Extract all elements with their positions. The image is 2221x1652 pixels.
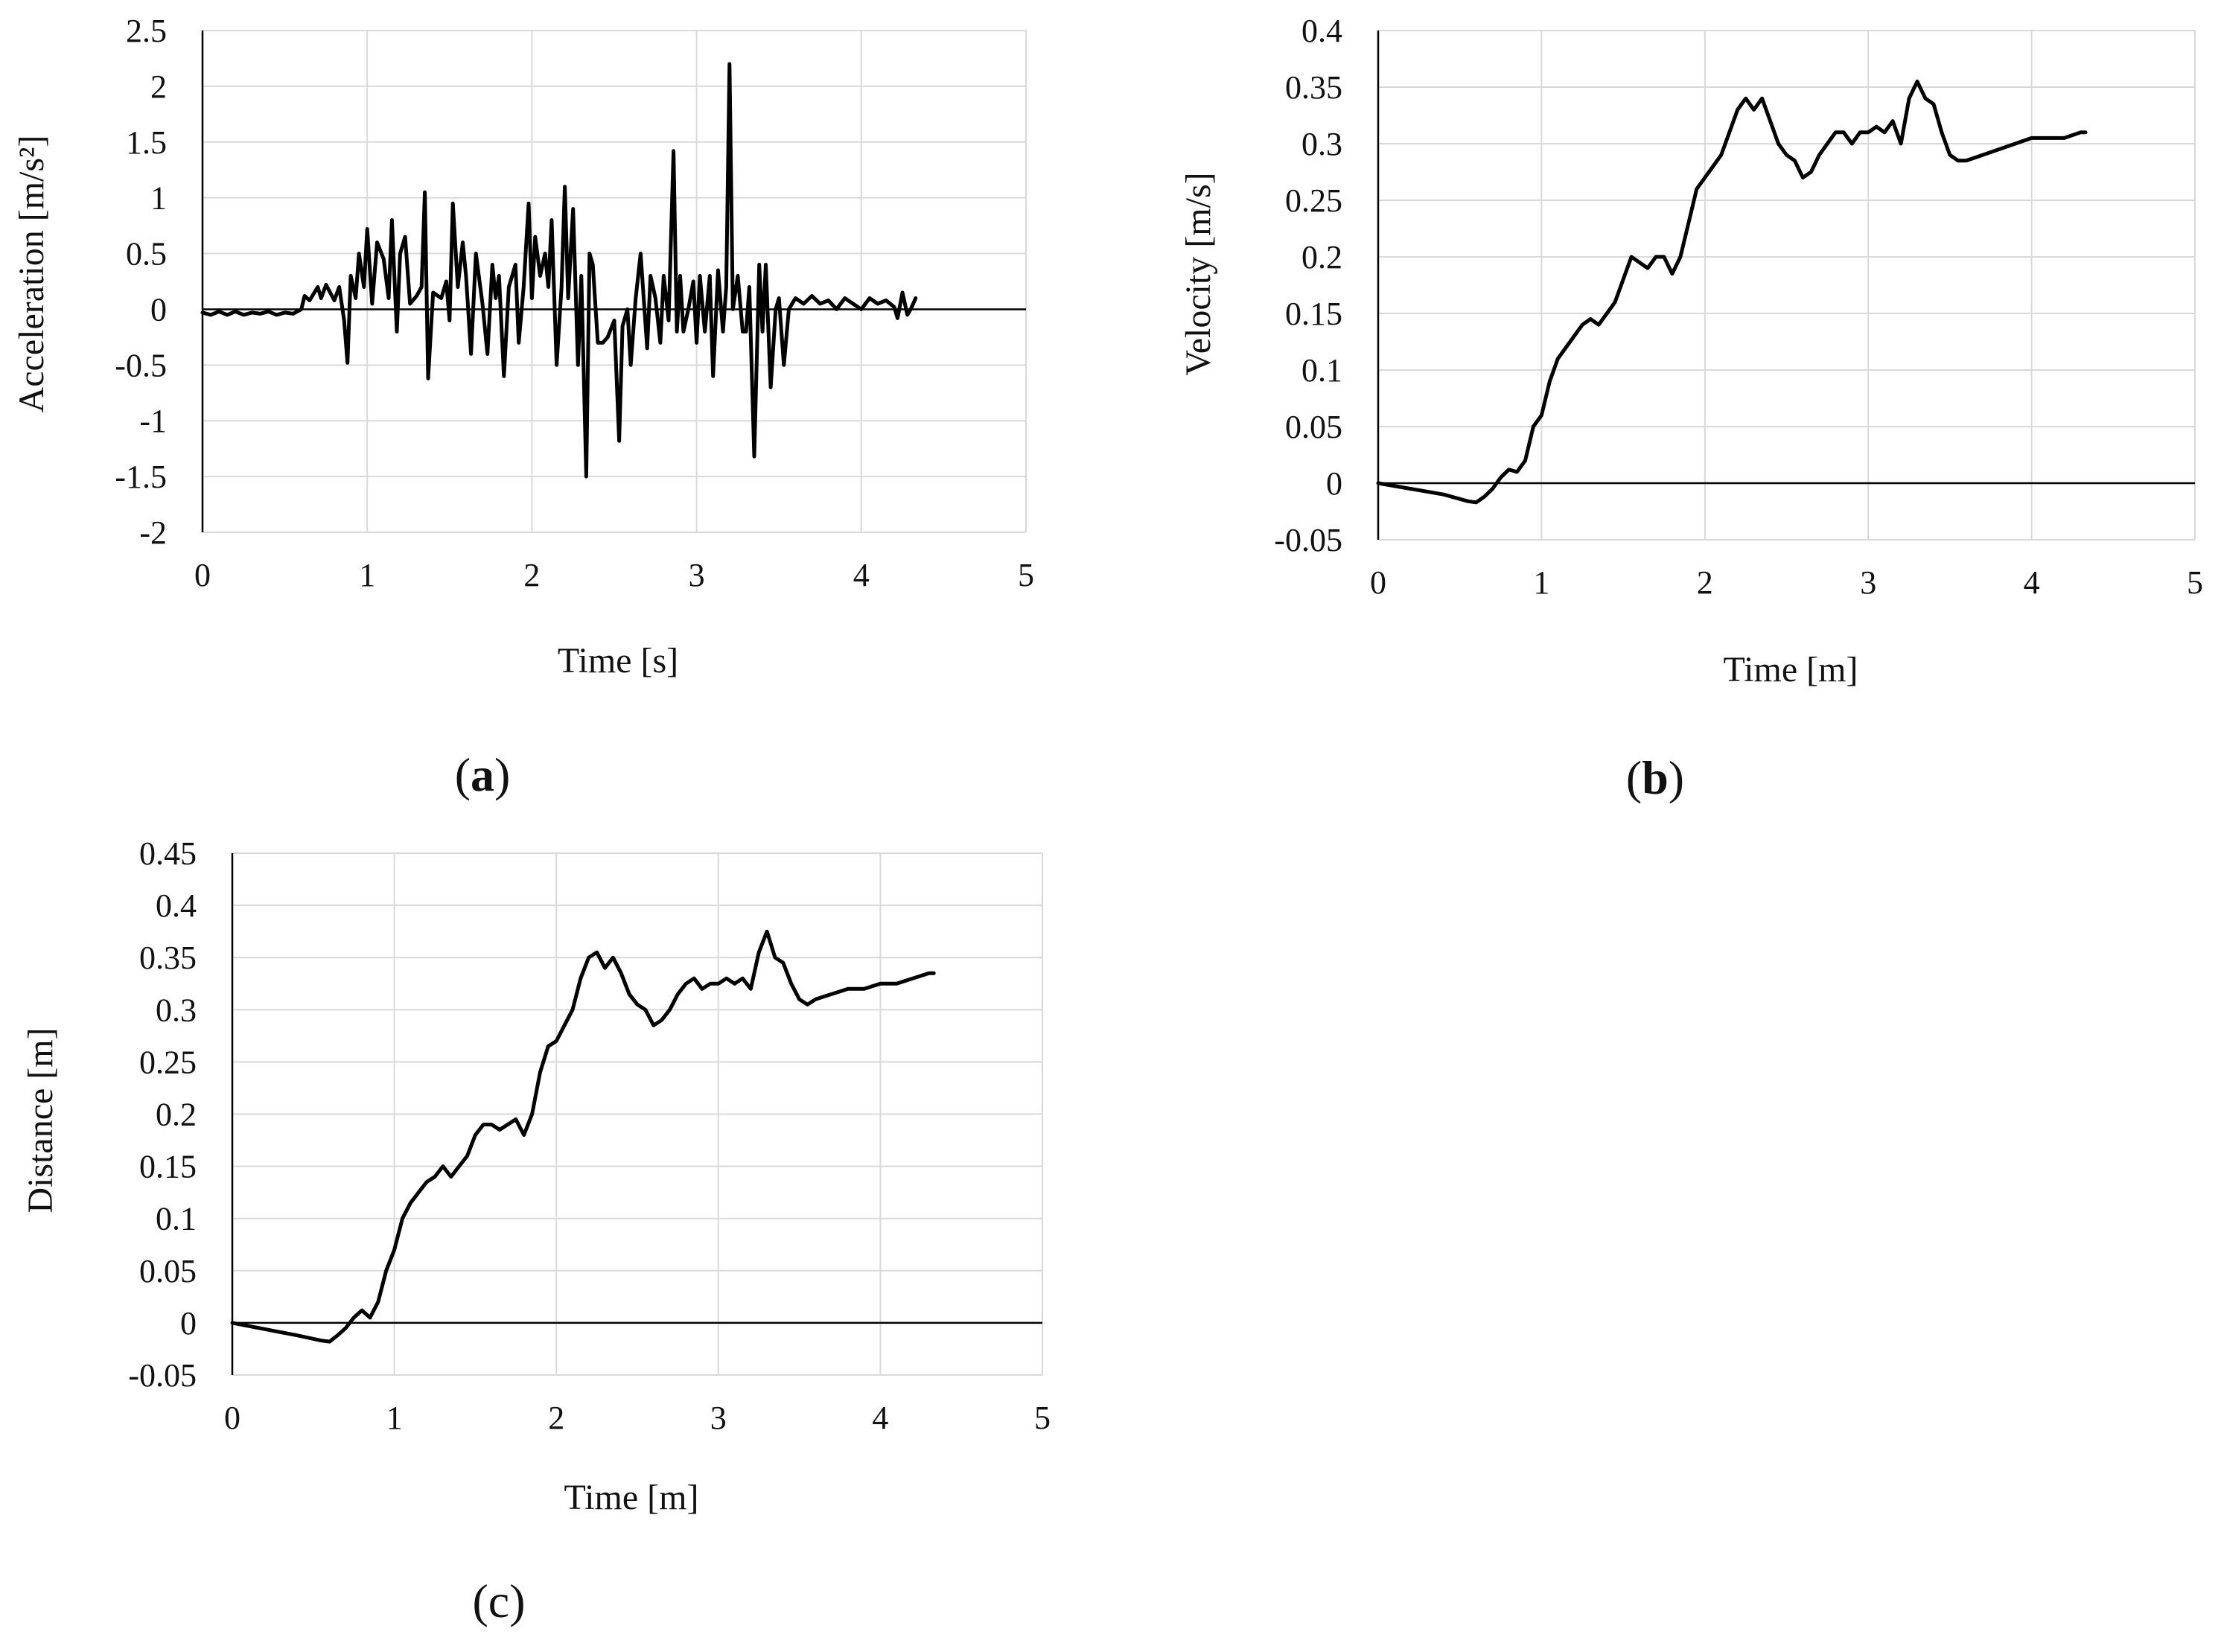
acceleration-y-axis-label: Acceleration [m/s²] (12, 135, 51, 413)
distance-ytick-label: 0.35 (139, 940, 197, 976)
acceleration-series (200, 62, 918, 479)
distance-ytick-label: 0.3 (156, 992, 197, 1028)
velocity-xtick-labels: 0 1 2 3 4 5 (1370, 564, 2203, 601)
distance-chart: -0.05 0 0.05 0.1 0.15 0.2 0.25 0.3 0.35 0.4 0.45 0… (21, 835, 1051, 1627)
distance-ytick-label: 0.15 (139, 1149, 197, 1185)
velocity-ytick-label: 0.25 (1285, 182, 1342, 219)
distance-xtick-labels: 0 1 2 3 4 5 (224, 1400, 1051, 1436)
acceleration-xtick-label: 5 (1018, 557, 1034, 593)
distance-ytick-label: 0.2 (156, 1097, 197, 1133)
velocity-xtick-label: 5 (2187, 564, 2203, 601)
acceleration-x-axis-label: Time [s] (558, 641, 678, 680)
acceleration-xtick-label: 4 (853, 557, 870, 593)
velocity-ytick-labels: -0.05 0 0.05 0.1 0.15 0.2 0.25 0.3 0.35 0.4 (1274, 13, 1342, 558)
distance-ytick-label: 0.05 (139, 1253, 197, 1289)
distance-x-axis-label: Time [m] (564, 1478, 699, 1517)
distance-ytick-label: 0.25 (139, 1044, 197, 1080)
velocity-series-line (1376, 79, 2088, 505)
panel-label-b-letter: b (1642, 751, 1669, 804)
acceleration-ytick-labels: -2 -1.5 -1 -0.5 0 0.5 1 1.5 2 2.5 (115, 13, 167, 551)
distance-ytick-label: -0.05 (128, 1357, 197, 1394)
panel-label-a-letter: a (471, 748, 494, 801)
acceleration-xtick-label: 1 (359, 557, 375, 593)
distance-y-axis-label: Distance [m] (21, 1027, 60, 1213)
distance-gridlines (232, 852, 1043, 1376)
velocity-ytick-label: 0.3 (1301, 126, 1342, 162)
distance-xtick-label: 4 (872, 1400, 888, 1436)
velocity-ytick-label: 0.2 (1301, 239, 1342, 275)
acceleration-ytick-label: -0.5 (115, 347, 167, 383)
velocity-xtick-label: 2 (1697, 564, 1713, 601)
velocity-ytick-label: 0.35 (1285, 69, 1342, 106)
distance-series (230, 929, 936, 1344)
distance-xtick-label: 2 (548, 1400, 564, 1436)
velocity-xtick-label: 0 (1370, 564, 1386, 601)
distance-xtick-label: 5 (1034, 1400, 1051, 1436)
acceleration-ytick-label: 1.5 (126, 124, 167, 161)
acceleration-ytick-label: -1 (139, 403, 167, 439)
velocity-gridlines (1378, 30, 2196, 540)
acceleration-chart: -2 -1.5 -1 -0.5 0 0.5 1 1.5 2 2.5 0 1 2 3 4 5 Time [s]… (12, 13, 1034, 801)
panel-label-a: (a) (455, 748, 511, 801)
distance-ytick-labels: -0.05 0 0.05 0.1 0.15 0.2 0.25 0.3 0.35 0.4 0.45 (128, 835, 197, 1394)
velocity-y-axis-label: Velocity [m/s] (1179, 172, 1218, 375)
acceleration-ytick-label: 0.5 (126, 236, 167, 272)
acceleration-ytick-label: 2.5 (126, 13, 167, 49)
acceleration-ytick-label: 2 (150, 68, 167, 105)
distance-xtick-label: 1 (386, 1400, 403, 1436)
acceleration-ytick-label: -2 (139, 514, 167, 551)
velocity-x-axis-label: Time [m] (1724, 650, 1858, 689)
velocity-xtick-label: 3 (1860, 564, 1876, 601)
velocity-ytick-label: 0.4 (1301, 13, 1342, 49)
velocity-ytick-label: 0.15 (1285, 296, 1342, 332)
acceleration-xtick-label: 2 (523, 557, 540, 593)
distance-xtick-label: 0 (224, 1400, 240, 1436)
acceleration-ytick-label: 1 (150, 180, 167, 217)
distance-ytick-label: 0.4 (156, 887, 197, 924)
panel-label-c-letter: c (488, 1575, 509, 1627)
panel-label-b: (b) (1626, 751, 1684, 804)
velocity-series (1376, 79, 2088, 505)
velocity-ytick-label: -0.05 (1274, 522, 1342, 558)
distance-ytick-label: 0.1 (156, 1201, 197, 1237)
velocity-ytick-label: 0 (1326, 465, 1342, 502)
acceleration-xtick-labels: 0 1 2 3 4 5 (194, 557, 1034, 593)
velocity-chart: -0.05 0 0.05 0.1 0.15 0.2 0.25 0.3 0.35 0.4 0 1 2 3 4… (1179, 13, 2203, 804)
acceleration-ytick-label: -1.5 (115, 459, 167, 495)
acceleration-series-line (200, 62, 918, 479)
acceleration-ytick-label: 0 (150, 291, 167, 328)
velocity-xtick-label: 1 (1533, 564, 1549, 601)
distance-series-line (230, 929, 936, 1344)
distance-xtick-label: 3 (710, 1400, 727, 1436)
acceleration-xtick-label: 0 (194, 557, 211, 593)
distance-ytick-label: 0 (180, 1305, 197, 1342)
velocity-ytick-label: 0.1 (1301, 352, 1342, 389)
velocity-xtick-label: 4 (2024, 564, 2040, 601)
acceleration-xtick-label: 3 (689, 557, 705, 593)
velocity-ytick-label: 0.05 (1285, 409, 1342, 445)
acceleration-gridlines (203, 30, 1027, 533)
distance-ytick-label: 0.45 (139, 835, 197, 872)
panel-label-c: (c) (472, 1575, 525, 1627)
